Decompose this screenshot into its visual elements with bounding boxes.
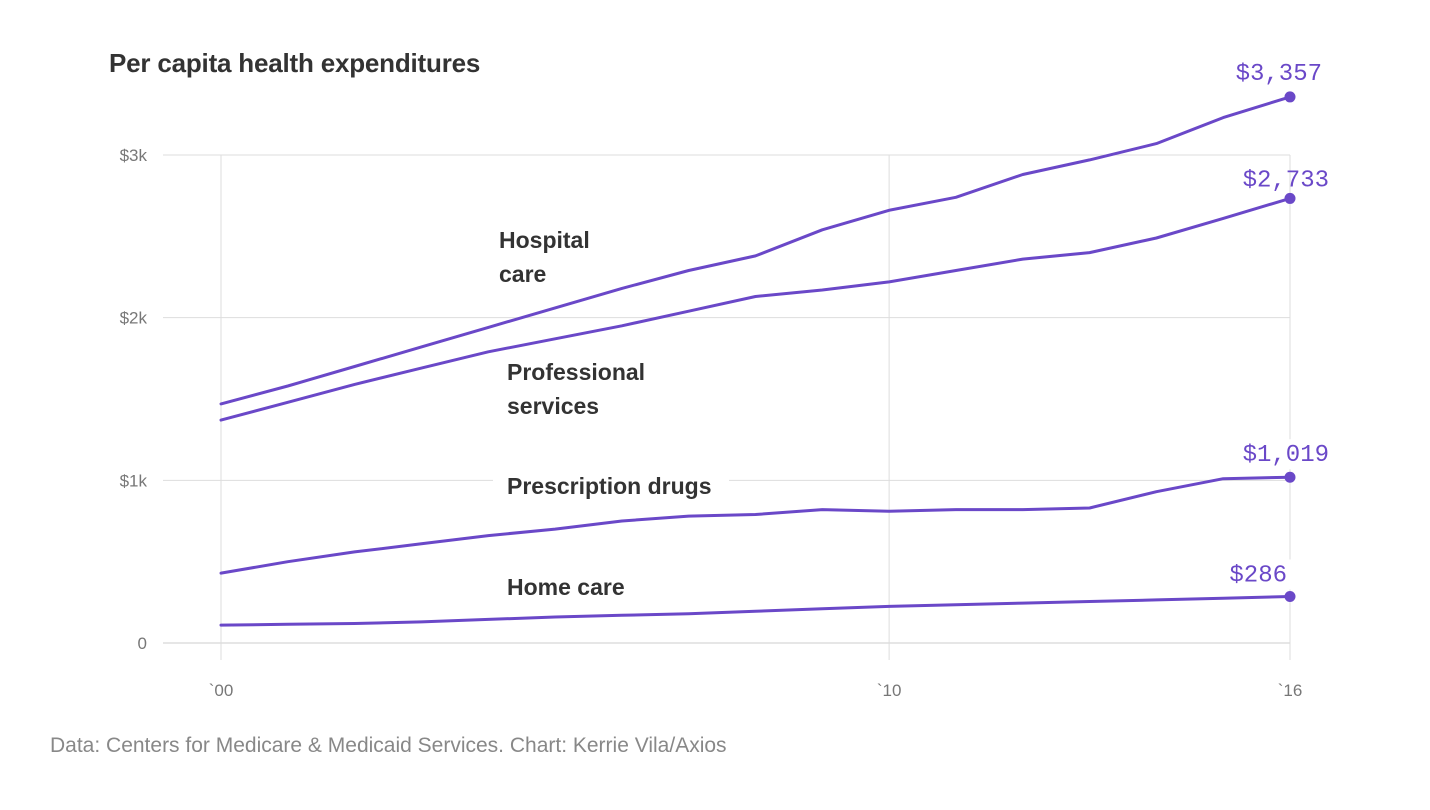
end-point-marker (1284, 91, 1296, 103)
end-markers-layer: $3,357 $2,733 $1,019 $286 (1221, 61, 1333, 602)
y-tick-label: $2k (120, 309, 148, 328)
chart-title: Per capita health expenditures (109, 48, 481, 78)
y-tick-label: $1k (120, 471, 148, 490)
end-value-label: $3,357 (1236, 61, 1322, 88)
x-tick-label: `16 (1278, 681, 1303, 700)
x-tick-label: `00 (209, 681, 234, 700)
end-value-label: $2,733 (1243, 167, 1329, 194)
axis-tick-labels: 0 $1k $2k $3k `00 `10 `16 (120, 146, 1303, 700)
end-value-label: $286 (1229, 562, 1287, 589)
series-label: Prescription drugs (507, 473, 711, 499)
end-value-label-background (1263, 439, 1333, 470)
series-label: Hospital care (499, 227, 590, 287)
grid-layer (163, 154, 1291, 660)
end-point-marker (1284, 590, 1296, 602)
series-label-line: care (499, 261, 546, 287)
end-value-label-background (1221, 559, 1291, 590)
series-label: Professional services (507, 359, 645, 419)
series-label: Home care (507, 574, 625, 600)
y-tick-label: 0 (138, 634, 147, 653)
x-tick-label: `10 (877, 681, 902, 700)
series-label-line: services (507, 393, 599, 419)
y-tick-label: $3k (120, 146, 148, 165)
series-lines-layer (219, 95, 1292, 627)
end-point-marker (1284, 192, 1296, 204)
series-label-background (493, 468, 729, 506)
end-point-marker (1284, 471, 1296, 483)
end-value-label: $1,019 (1243, 442, 1329, 469)
series-line (219, 196, 1292, 422)
series-label-line: Home care (507, 574, 625, 600)
series-label-line: Professional (507, 359, 645, 385)
series-labels-layer: Hospital care Professional services Prescrip… (493, 227, 729, 600)
series-label-line: Prescription drugs (507, 473, 711, 499)
series-line (219, 595, 1292, 627)
series-label-line: Hospital (499, 227, 590, 253)
chart-source-note: Data: Centers for Medicare & Medicaid Se… (50, 734, 727, 757)
series-line (219, 95, 1292, 406)
series-line (219, 475, 1292, 575)
